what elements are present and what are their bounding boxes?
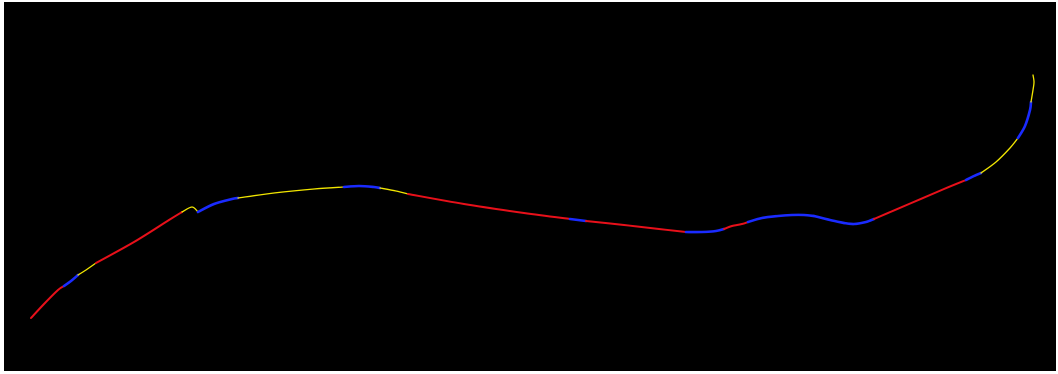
curve-canvas (4, 2, 1056, 371)
curve-segment-blue (746, 213, 816, 224)
curve-segment-blue (964, 171, 983, 182)
curve-segment-blue (568, 217, 588, 223)
curve-segment-red (407, 193, 571, 220)
curve-segment-yellow (181, 206, 199, 213)
curve-segment-blue (812, 214, 846, 225)
curve-segment-yellow (379, 187, 409, 195)
curve-segment-red (723, 221, 749, 230)
curve-segment-red (95, 211, 183, 264)
curve-segment-blue (1016, 100, 1033, 140)
curve-segment-yellow (1030, 74, 1035, 103)
curve-segment-blue (842, 217, 876, 226)
curve-segment-blue (62, 273, 80, 288)
curve-segment-blue (684, 227, 726, 234)
curve-segment-blue (342, 184, 382, 190)
curve-segment-red (30, 285, 65, 319)
curve-segment-red (585, 220, 687, 233)
curve-segment-blue (196, 196, 240, 214)
curve-segment-red (873, 179, 967, 220)
segmented-curve (30, 74, 1035, 319)
curve-segment-yellow (980, 137, 1019, 174)
curve-segment-yellow (237, 186, 345, 199)
curve-segment-yellow (77, 262, 97, 276)
